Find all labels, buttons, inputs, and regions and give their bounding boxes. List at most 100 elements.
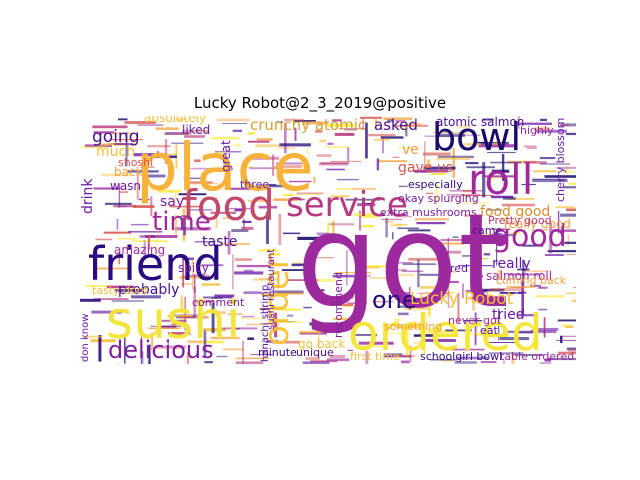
filler-mark [259,184,290,188]
filler-mark [296,192,324,195]
cloud-word: place [136,129,314,206]
filler-mark [487,151,516,154]
filler-mark [318,330,320,359]
filler-mark [424,141,426,167]
filler-mark [180,316,209,319]
cloud-word: three [240,178,269,191]
filler-mark [408,257,444,261]
filler-mark [231,229,249,232]
filler-mark [502,203,535,207]
filler-mark [357,203,376,207]
cloud-word: crunchy atomic [250,116,366,134]
filler-mark [124,121,156,125]
filler-mark [316,154,332,157]
filler-mark [167,315,192,317]
filler-mark [162,133,193,135]
filler-mark [392,232,394,240]
filler-mark [508,273,542,276]
cloud-word: absolutely [144,116,206,125]
filler-mark [457,356,488,360]
filler-mark [266,184,277,186]
filler-mark [140,166,155,168]
filler-mark [474,312,477,346]
cloud-word: liked [182,123,210,137]
filler-mark [486,177,502,179]
filler-mark [489,233,516,237]
cloud-word: good [492,219,567,254]
filler-mark [118,183,121,208]
filler-mark [547,250,576,253]
filler-mark [402,263,437,265]
filler-mark [342,305,364,307]
filler-mark [523,161,547,164]
filler-mark [573,286,576,289]
filler-mark [465,290,488,293]
cloud-word: tasty dont [92,284,149,297]
filler-mark [155,221,157,257]
filler-mark [518,116,520,129]
filler-mark [201,264,224,267]
cloud-word: shoshi [118,156,153,169]
filler-mark [157,153,178,155]
filler-mark [377,160,408,163]
filler-mark [539,157,556,160]
filler-mark [549,223,553,254]
filler-mark [496,238,498,266]
filler-mark [387,119,394,123]
filler-mark [417,292,450,295]
filler-mark [210,336,240,340]
filler-mark [157,151,159,158]
filler-mark [232,129,243,132]
filler-mark [538,308,547,311]
filler-mark [462,255,471,257]
filler-mark [446,194,481,196]
filler-mark [361,265,389,268]
filler-mark [452,236,459,239]
filler-mark [347,302,367,305]
filler-mark [398,312,409,316]
filler-mark [372,301,394,303]
filler-mark [503,330,534,333]
filler-mark [248,140,270,143]
filler-mark [276,291,304,295]
filler-mark [526,147,537,149]
filler-mark [368,134,396,137]
filler-mark [427,159,431,172]
filler-mark [413,334,444,337]
filler-mark [282,194,294,196]
cloud-word: tried [492,307,525,323]
cloud-word: okay splurging [398,192,479,205]
filler-mark [214,294,235,298]
filler-mark [211,297,223,299]
cloud-word: amazing [114,243,165,257]
filler-mark [523,270,548,272]
filler-mark [186,352,189,364]
filler-mark [365,351,369,364]
filler-mark [293,262,302,264]
filler-mark [84,335,103,338]
cloud-word: recommend [332,272,345,338]
filler-mark [392,124,429,127]
filler-mark [303,306,312,309]
filler-mark [440,239,471,241]
filler-mark [180,283,193,285]
filler-mark [499,337,529,341]
filler-mark [85,285,108,287]
filler-mark [299,332,327,335]
filler-mark [313,324,325,326]
filler-mark [449,190,483,192]
cloud-word: Lucky Robot [410,289,514,309]
filler-mark [94,298,129,300]
filler-mark [311,289,325,292]
filler-mark [335,272,371,274]
filler-mark [365,122,368,159]
filler-mark [409,345,412,363]
filler-mark [282,269,308,271]
cloud-word: say [160,194,184,210]
filler-mark [563,171,576,173]
cloud-word: probably [118,282,179,298]
filler-mark [211,303,215,334]
filler-mark [315,130,323,133]
filler-mark [447,283,450,308]
filler-mark [517,268,530,271]
